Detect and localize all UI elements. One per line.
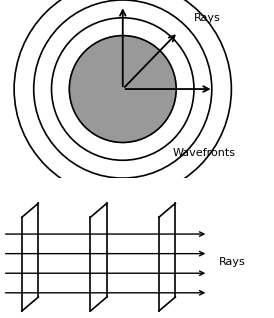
- Text: Rays: Rays: [219, 257, 246, 267]
- Circle shape: [69, 36, 176, 142]
- Text: Wavefronts: Wavefronts: [173, 148, 236, 158]
- Text: Rays: Rays: [194, 13, 221, 23]
